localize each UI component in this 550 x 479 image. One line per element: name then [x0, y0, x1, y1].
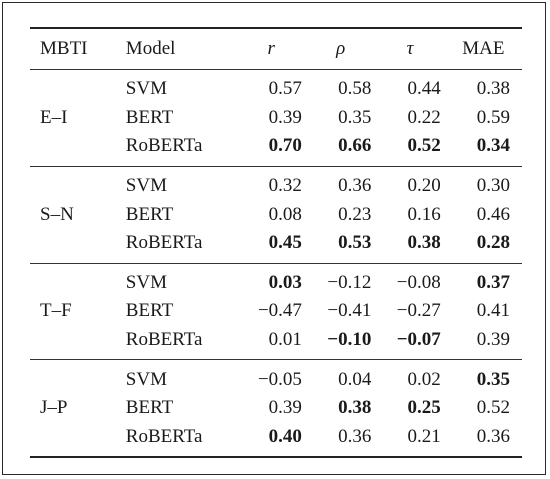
mbti-dimension: [30, 229, 126, 263]
cell-tau: 0.38: [407, 232, 441, 254]
cell-r: 0.45: [268, 232, 302, 254]
cell-tau: 0.25: [407, 397, 441, 419]
model-name: RoBERTa: [125, 422, 237, 459]
table-row: T–F BERT −0.47 −0.41 −0.27 0.41: [30, 297, 522, 326]
model-name: SVM: [125, 165, 237, 201]
header-mae: MAE: [444, 28, 522, 70]
cell-tau: −0.07: [396, 329, 441, 351]
model-name: SVM: [125, 359, 237, 394]
model-name: BERT: [125, 300, 174, 322]
mbti-dimension: [30, 359, 126, 394]
cell-r: −0.05: [236, 359, 306, 394]
mbti-dimension: [30, 422, 126, 459]
cell-r: 0.08: [268, 203, 302, 225]
cell-mae: 0.46: [476, 203, 510, 225]
header-rho: ρ: [305, 28, 376, 70]
mbti-dimension: E–I: [40, 106, 68, 128]
mbti-dimension: S–N: [40, 203, 74, 225]
mbti-dimension: [30, 326, 126, 360]
cell-r: 0.40: [236, 422, 306, 459]
cell-mae: 0.30: [444, 165, 522, 201]
table-row: SVM 0.03 −0.12 −0.08 0.37: [30, 262, 522, 298]
mbti-dimension: T–F: [40, 300, 72, 322]
group-s-n: SVM 0.32 0.36 0.20 0.30 S–N BERT 0.08 0.23 0.16 0.…: [30, 165, 522, 263]
model-name: RoBERTa: [125, 329, 203, 351]
header-mbti: MBTI: [30, 28, 126, 70]
table-row: S–N BERT 0.08 0.23 0.16 0.46: [30, 200, 522, 229]
model-name: SVM: [125, 262, 237, 298]
cell-rho: 0.23: [338, 203, 372, 225]
cell-r: 0.32: [236, 165, 306, 201]
cell-rho: 0.04: [305, 359, 376, 394]
cell-rho: 0.36: [305, 165, 376, 201]
cell-tau: 0.21: [375, 422, 445, 459]
model-name: RoBERTa: [125, 232, 203, 254]
cell-r: 0.03: [236, 262, 306, 298]
table-row: RoBERTa 0.01 −0.10 −0.07 0.39: [30, 326, 522, 360]
header-r: r: [236, 28, 306, 70]
cell-rho: −0.41: [327, 300, 372, 322]
cell-tau: 0.02: [375, 359, 445, 394]
cell-rho: 0.66: [338, 135, 372, 157]
cell-tau: −0.08: [375, 262, 445, 298]
table-row: SVM −0.05 0.04 0.02 0.35: [30, 359, 522, 394]
cell-mae: 0.59: [476, 106, 510, 128]
results-table: MBTI Model r ρ τ MAE SVM 0.57 0.58 0.44 0.38…: [30, 27, 522, 459]
table-row: E–I BERT 0.39 0.35 0.22 0.59: [30, 104, 522, 133]
cell-mae: 0.28: [476, 232, 510, 254]
header-row: MBTI Model r ρ τ MAE: [30, 28, 522, 70]
cell-rho: 0.36: [305, 422, 376, 459]
table-frame: [2, 2, 546, 475]
mbti-dimension: [30, 70, 126, 104]
cell-r: −0.47: [257, 300, 302, 322]
cell-mae: 0.37: [444, 262, 522, 298]
cell-r: 0.01: [268, 329, 302, 351]
table-row: J–P BERT 0.39 0.38 0.25 0.52: [30, 394, 522, 423]
mbti-dimension: J–P: [40, 397, 68, 419]
cell-mae: 0.39: [476, 329, 510, 351]
model-name: RoBERTa: [125, 135, 203, 157]
model-name: SVM: [125, 78, 167, 100]
model-name: BERT: [125, 106, 174, 128]
table-row: RoBERTa 0.70 0.66 0.52 0.34: [30, 132, 522, 166]
table-row: RoBERTa 0.40 0.36 0.21 0.36: [30, 422, 522, 459]
cell-tau: −0.27: [396, 300, 441, 322]
mbti-dimension: [30, 262, 126, 298]
cell-rho: 0.58: [338, 78, 372, 100]
cell-mae: 0.41: [476, 300, 510, 322]
cell-tau: 0.16: [407, 203, 441, 225]
cell-mae: 0.34: [476, 135, 510, 157]
header-tau: τ: [375, 28, 445, 70]
table-row: SVM 0.57 0.58 0.44 0.38: [30, 70, 522, 104]
cell-rho: 0.35: [338, 106, 372, 128]
group-j-p: SVM −0.05 0.04 0.02 0.35 J–P BERT 0.39 0.38 0.25 0…: [30, 359, 522, 459]
cell-r: 0.39: [268, 397, 302, 419]
cell-mae: 0.35: [444, 359, 522, 394]
cell-r: 0.70: [268, 135, 302, 157]
cell-tau: 0.44: [407, 78, 441, 100]
cell-rho: −0.12: [305, 262, 376, 298]
model-name: BERT: [125, 397, 174, 419]
cell-r: 0.39: [268, 106, 302, 128]
model-name: BERT: [125, 203, 174, 225]
cell-tau: 0.22: [407, 106, 441, 128]
cell-rho: 0.38: [338, 397, 372, 419]
table-row: RoBERTa 0.45 0.53 0.38 0.28: [30, 229, 522, 263]
mbti-dimension: [30, 132, 126, 166]
mbti-dimension: [30, 165, 126, 201]
cell-rho: −0.10: [327, 329, 372, 351]
cell-tau: 0.20: [375, 165, 445, 201]
cell-mae: 0.38: [476, 78, 510, 100]
group-t-f: SVM 0.03 −0.12 −0.08 0.37 T–F BERT −0.47 −0.41 −0…: [30, 262, 522, 360]
cell-mae: 0.36: [444, 422, 522, 459]
group-e-i: SVM 0.57 0.58 0.44 0.38 E–I BERT 0.39 0.35 0.22 0.…: [30, 70, 522, 167]
cell-tau: 0.52: [407, 135, 441, 157]
cell-rho: 0.53: [338, 232, 372, 254]
cell-mae: 0.52: [476, 397, 510, 419]
header-model: Model: [125, 28, 237, 70]
table-row: SVM 0.32 0.36 0.20 0.30: [30, 165, 522, 201]
cell-r: 0.57: [268, 78, 302, 100]
